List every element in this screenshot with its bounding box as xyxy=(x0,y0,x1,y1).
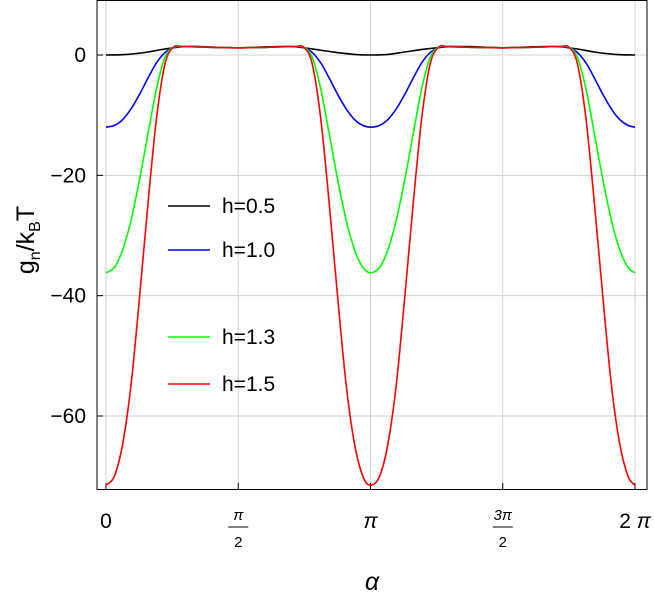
x-tick-label: π xyxy=(363,510,378,533)
y-tick-label: −40 xyxy=(50,285,86,308)
series-lines xyxy=(105,44,636,486)
x-tick-label: 0 xyxy=(100,510,112,533)
x-tick-label-numerator: π xyxy=(233,507,244,524)
legend-label: h=1.0 xyxy=(222,239,275,262)
y-axis-title-end: T xyxy=(12,206,40,221)
legend-label: h=1.5 xyxy=(222,373,275,396)
axis-ticks: 0 π 2 π 3π 2 2 π 0 −20 −40 −60 xyxy=(50,44,651,551)
x-tick-label-denominator: 2 xyxy=(499,534,507,551)
legend: h=0.5 h=1.0 h=1.3 h=1.5 xyxy=(168,195,275,396)
plot-frame xyxy=(96,0,648,490)
y-tick-label: −60 xyxy=(50,405,86,428)
y-axis-title-sub-b: B xyxy=(27,221,44,232)
y-tick-label: −20 xyxy=(50,164,86,187)
x-tick-label: 2 π xyxy=(619,510,652,533)
grid xyxy=(97,0,647,489)
x-axis-title: α xyxy=(365,568,380,596)
x-tick-label-numerator: 3π xyxy=(494,507,513,524)
x-tick-label-denominator: 2 xyxy=(234,534,242,551)
legend-label: h=0.5 xyxy=(222,195,275,218)
y-axis-title-main: g xyxy=(12,260,40,274)
y-axis-title-mid: /k xyxy=(12,231,40,251)
series-line-h=1.5 xyxy=(105,44,636,486)
legend-label: h=1.3 xyxy=(222,326,275,349)
y-axis-title: gn/kBT xyxy=(12,206,44,274)
y-axis-title-sub-n: n xyxy=(27,251,44,260)
y-tick-label: 0 xyxy=(74,44,86,67)
